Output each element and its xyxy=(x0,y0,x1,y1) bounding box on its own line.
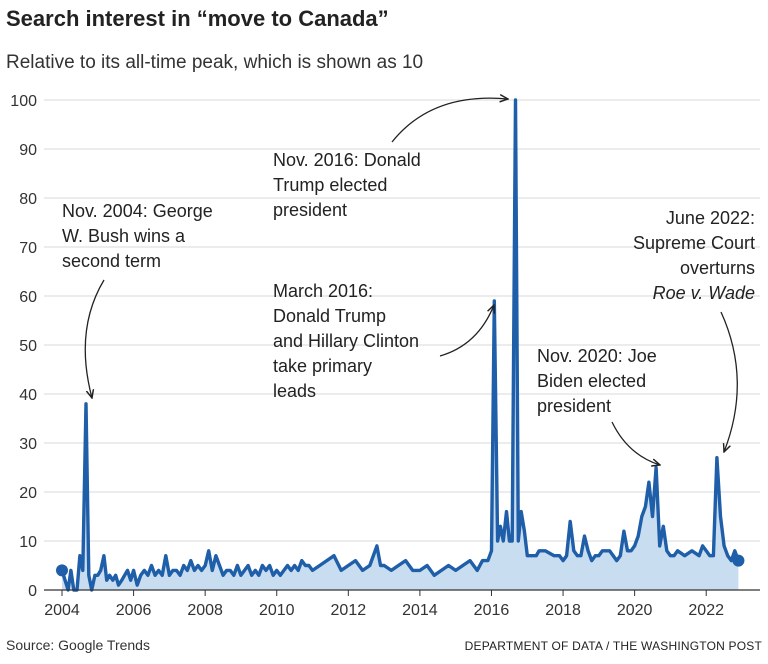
x-tick-label-2016: 2016 xyxy=(474,602,510,619)
annotation-primary-line-3: and Hillary Clinton xyxy=(273,331,419,351)
x-tick-label-2022: 2022 xyxy=(688,602,724,619)
chart-title: Search interest in “move to Canada” xyxy=(6,6,389,31)
source-note: Source: Google Trends xyxy=(6,637,150,653)
annotation-biden-line-2: Biden elected xyxy=(537,371,646,391)
annotation-roe-line-1: June 2022: xyxy=(666,208,755,228)
x-tick-label-2018: 2018 xyxy=(545,602,581,619)
chart-subtitle: Relative to its all-time peak, which is … xyxy=(6,52,424,73)
y-tick-label-60: 60 xyxy=(19,289,37,306)
y-tick-label-70: 70 xyxy=(19,240,37,257)
arrow-biden xyxy=(611,421,660,465)
annotation-arrows xyxy=(84,98,738,465)
x-tick-label-2008: 2008 xyxy=(187,602,223,619)
annotation-roe: June 2022: Supreme Court overturns Roe v… xyxy=(633,208,755,303)
annotation-primary-line-5: leads xyxy=(273,381,316,401)
x-tick-label-2006: 2006 xyxy=(116,602,152,619)
annotation-roe-line-2: Supreme Court xyxy=(633,233,755,253)
annotation-bush-line-2: W. Bush wins a xyxy=(62,226,186,246)
annotation-trump: Nov. 2016: Donald Trump elected presiden… xyxy=(273,150,421,220)
arrow-bush xyxy=(84,279,105,398)
series-line-group xyxy=(60,98,741,592)
x-tick-label-2020: 2020 xyxy=(617,602,653,619)
x-tick-label-2012: 2012 xyxy=(331,602,367,619)
x-tick-label-2014: 2014 xyxy=(402,602,438,619)
annotation-biden-line-1: Nov. 2020: Joe xyxy=(537,346,657,366)
annotation-trump-line-2: Trump elected xyxy=(273,175,387,195)
end-point-marker xyxy=(732,554,745,567)
y-tick-label-20: 20 xyxy=(19,485,37,502)
annotation-roe-line-3: overturns xyxy=(680,258,755,278)
y-tick-label-50: 50 xyxy=(19,338,37,355)
y-tick-label-80: 80 xyxy=(19,191,37,208)
y-tick-label-10: 10 xyxy=(19,534,37,551)
y-tick-label-30: 30 xyxy=(19,436,37,453)
arrow-trump xyxy=(391,98,508,143)
markers xyxy=(56,554,745,577)
annotation-biden: Nov. 2020: Joe Biden elected president xyxy=(537,346,657,416)
y-tick-label-100: 100 xyxy=(10,93,37,110)
annotation-biden-line-3: president xyxy=(537,396,611,416)
y-tick-label-0: 0 xyxy=(28,583,37,600)
x-tick-label-2010: 2010 xyxy=(259,602,295,619)
annotation-primary-line-4: take primary xyxy=(273,356,372,376)
credit-line: DEPARTMENT OF DATA / THE WASHINGTON POST xyxy=(464,639,762,653)
series-line xyxy=(60,98,741,592)
annotation-bush: Nov. 2004: George W. Bush wins a second … xyxy=(62,201,213,271)
annotation-trump-line-3: president xyxy=(273,200,347,220)
arrow-primary xyxy=(439,305,494,357)
axes xyxy=(44,589,760,596)
annotation-trump-line-1: Nov. 2016: Donald xyxy=(273,150,421,170)
annotation-bush-line-3: second term xyxy=(62,251,161,271)
arrow-roe xyxy=(720,311,738,452)
x-tick-label-2004: 2004 xyxy=(44,602,80,619)
annotation-primary-line-2: Donald Trump xyxy=(273,306,386,326)
tick-labels: 0 10 20 30 40 50 60 70 80 90 100 2004 2006 2008 2010 20… xyxy=(10,93,724,619)
annotation-bush-line-1: Nov. 2004: George xyxy=(62,201,213,221)
y-tick-label-40: 40 xyxy=(19,387,37,404)
annotation-roe-line-4: Roe v. Wade xyxy=(653,283,755,303)
annotation-primary: March 2016: Donald Trump and Hillary Cli… xyxy=(273,281,419,401)
y-tick-label-90: 90 xyxy=(19,142,37,159)
annotation-primary-line-1: March 2016: xyxy=(273,281,373,301)
start-point-marker xyxy=(56,564,68,577)
